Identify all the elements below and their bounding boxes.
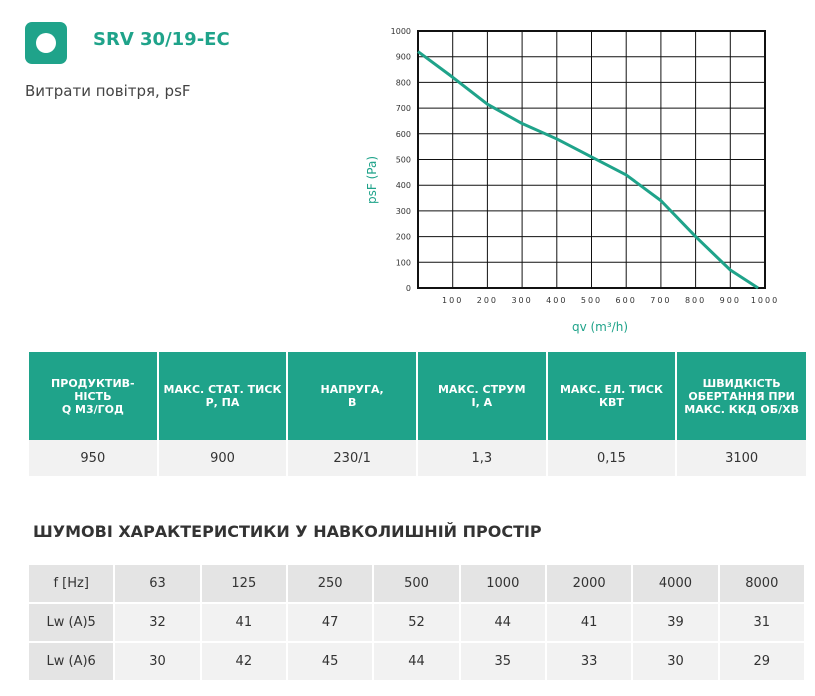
noise-cell: 8000	[717, 563, 807, 604]
noise-cell: 500	[372, 563, 461, 604]
subtitle: Витрати повітря, psF	[25, 82, 191, 100]
logo-circle	[36, 33, 56, 53]
noise-cell: 52	[372, 602, 461, 643]
x-tick-label: 700	[650, 296, 671, 305]
noise-cell: Lw (A)6	[26, 641, 116, 682]
y-tick-label: 500	[396, 156, 411, 165]
spec-header: МАКС. ЕЛ. ТИСК КВТ	[545, 352, 677, 440]
x-tick-label: 900	[720, 296, 741, 305]
noise-cell: 31	[717, 602, 807, 643]
spec-value: 230/1	[286, 440, 417, 476]
noise-cell: 44	[458, 602, 547, 643]
spec-value: 900	[156, 440, 288, 476]
spec-value: 950	[27, 440, 158, 476]
spec-header: НАПРУГА, В	[286, 352, 417, 440]
noise-cell: 63	[113, 563, 202, 604]
logo	[25, 22, 67, 64]
noise-cell: 125	[199, 563, 288, 604]
x-tick-label: 300	[511, 296, 532, 305]
y-tick-label: 1000	[391, 27, 411, 36]
noise-cell: 250	[285, 563, 375, 604]
noise-cell: 47	[285, 602, 375, 643]
noise-cell: 45	[285, 641, 375, 682]
table-row: Lw (A)5 32 41 47 52 44 41 39 31	[26, 602, 807, 643]
spec-header: МАКС. СТРУМ I, А	[415, 352, 547, 440]
curve	[417, 50, 759, 290]
spec-header: МАКС. СТАТ. ТИСК Р, ПА	[156, 352, 288, 440]
noise-cell: 30	[113, 641, 202, 682]
noise-cell: 2000	[544, 563, 634, 604]
noise-cell: 39	[631, 602, 720, 643]
noise-cell: f [Hz]	[26, 563, 116, 604]
noise-title: ШУМОВІ ХАРАКТЕРИСТИКИ У НАВКОЛИШНІЙ ПРОС…	[33, 522, 542, 541]
noise-cell: 44	[372, 641, 461, 682]
spec-value: 3100	[675, 440, 806, 476]
x-tick-label: 1000	[751, 296, 779, 305]
x-tick-label: 400	[546, 296, 567, 305]
x-tick-label: 500	[581, 296, 602, 305]
noise-cell: 41	[199, 602, 288, 643]
y-tick-label: 0	[406, 284, 411, 293]
noise-cell: 30	[631, 641, 720, 682]
x-tick-label: 600	[616, 296, 637, 305]
noise-cell: 29	[717, 641, 807, 682]
x-tick-label: 200	[477, 296, 498, 305]
chart: 0 100 200 300 400 500 600 700 800 900 1000 100 200 30…	[365, 27, 779, 334]
noise-cell: 42	[199, 641, 288, 682]
noise-cell: Lw (A)5	[26, 602, 116, 643]
noise-cell: 1000	[458, 563, 547, 604]
y-tick-label: 700	[396, 104, 411, 113]
noise-cell: 32	[113, 602, 202, 643]
y-axis-label: psF (Pa)	[365, 156, 379, 204]
spec-value: 0,15	[545, 440, 677, 476]
spec-header: ШВИДКІСТЬ ОБЕРТАННЯ ПРИ МАКС. ККД ОБ/ХВ	[675, 352, 806, 440]
specs-table: ПРОДУКТИВ- НІСТЬ Q М3/ГОД МАКС. СТАТ. ТИС…	[27, 352, 806, 476]
noise-cell: 33	[544, 641, 634, 682]
y-tick-label: 100	[396, 258, 411, 267]
x-axis-label: qv (m³/h)	[572, 320, 628, 334]
noise-cell: 35	[458, 641, 547, 682]
noise-table: f [Hz] 63 125 250 500 1000 2000 4000 8000 Lw (A)5…	[26, 563, 807, 682]
table-row: f [Hz] 63 125 250 500 1000 2000 4000 8000	[26, 563, 807, 604]
plot-border	[417, 30, 766, 289]
spec-header: ПРОДУКТИВ- НІСТЬ Q М3/ГОД	[27, 352, 158, 440]
spec-value: 1,3	[415, 440, 547, 476]
title: SRV 30/19-EC	[93, 29, 230, 50]
y-tick-label: 200	[396, 233, 411, 242]
x-tick-label: 800	[685, 296, 706, 305]
y-tick-label: 600	[396, 130, 411, 139]
x-tick-label: 100	[442, 296, 463, 305]
y-tick-label: 900	[396, 53, 411, 62]
y-tick-label: 800	[396, 78, 411, 87]
y-tick-label: 300	[396, 207, 411, 216]
table-row: Lw (A)6 30 42 45 44 35 33 30 29	[26, 641, 807, 682]
table-row: 950 900 230/1 1,3 0,15 3100	[27, 440, 806, 476]
noise-cell: 4000	[631, 563, 720, 604]
table-row: ПРОДУКТИВ- НІСТЬ Q М3/ГОД МАКС. СТАТ. ТИС…	[27, 352, 806, 440]
noise-cell: 41	[544, 602, 634, 643]
y-tick-label: 400	[396, 181, 411, 190]
